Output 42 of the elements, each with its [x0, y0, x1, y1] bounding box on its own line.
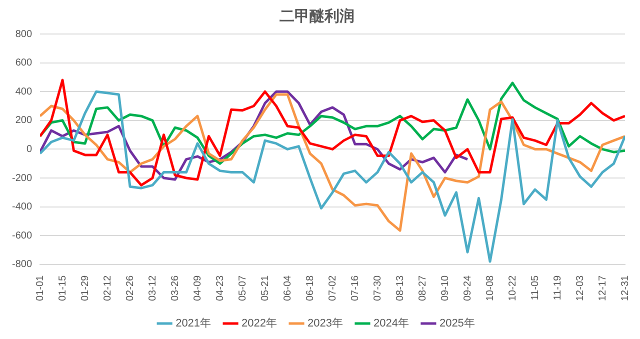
x-tick-label: 12-03: [574, 274, 586, 301]
x-tick-label: 08-27: [417, 274, 428, 301]
x-tick-label: 05-21: [260, 274, 271, 301]
legend-label: 2021年: [176, 318, 212, 330]
x-tick-label: 09-24: [462, 274, 474, 301]
y-tick-label: 800: [15, 28, 32, 40]
x-tick-label: 07-16: [350, 274, 361, 301]
x-tick-label: 05-07: [237, 274, 248, 301]
x-tick-label: 04-09: [192, 274, 204, 301]
y-tick-label: -200: [12, 172, 32, 184]
x-tick-label: 01-15: [57, 274, 68, 301]
x-tick-label: 06-04: [282, 274, 294, 301]
x-tick-label: 10-22: [507, 274, 518, 301]
x-tick-label: 09-10: [440, 274, 451, 301]
x-tick-label: 07-30: [372, 274, 384, 301]
x-tick-label: 12-17: [597, 274, 608, 301]
x-tick-label: 12-31: [620, 274, 631, 301]
x-tick-label: 04-23: [214, 274, 226, 301]
x-tick-label: 02-12: [102, 274, 114, 301]
x-tick-label: 11-19: [552, 274, 564, 300]
x-tick-label: 01-01: [34, 274, 46, 301]
x-tick-label: 07-02: [327, 274, 338, 301]
legend-label: 2022年: [242, 318, 278, 330]
x-tick-label: 02-26: [124, 274, 136, 301]
y-tick-label: 400: [15, 86, 32, 98]
legend-label: 2025年: [439, 318, 475, 330]
y-tick-label: -800: [12, 259, 32, 270]
x-tick-label: 01-29: [80, 274, 91, 301]
chart-title: 二甲醚利润: [280, 6, 354, 25]
y-tick-label: -400: [12, 202, 32, 213]
x-tick-label: 03-26: [170, 274, 181, 301]
x-tick-label: 03-12: [147, 274, 158, 301]
x-tick-label: 10-08: [484, 274, 496, 301]
x-tick-label: 08-13: [394, 274, 406, 301]
y-tick-label: 200: [15, 115, 32, 126]
x-tick-label: 11-05: [530, 274, 541, 300]
legend-label: 2023年: [308, 318, 343, 330]
legend-label: 2024年: [373, 318, 409, 330]
y-tick-label: 0: [26, 144, 32, 155]
y-tick-label: -600: [12, 230, 32, 242]
x-tick-label: 06-18: [304, 274, 316, 301]
y-tick-label: 600: [15, 58, 32, 69]
